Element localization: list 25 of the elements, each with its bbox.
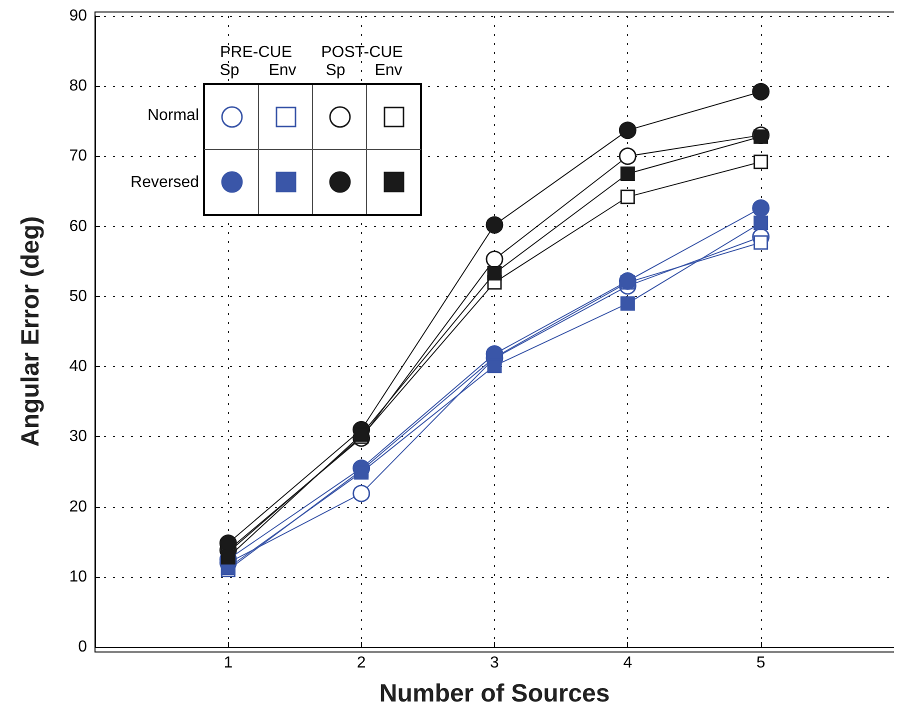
y-tick-label: 0 (78, 638, 88, 656)
y-tick-label: 10 (69, 568, 88, 586)
y-tick-label: 40 (69, 358, 88, 376)
y-tick-label: 70 (69, 148, 88, 165)
y-tick-label: 60 (69, 218, 88, 235)
x-tick-label: 5 (756, 654, 766, 672)
x-tick-label: 1 (224, 654, 233, 672)
x-tick-label: 2 (356, 654, 366, 672)
x-tick-label: 3 (490, 654, 500, 672)
annotation: Reversed (130, 174, 200, 192)
y-tick-label: 20 (69, 498, 88, 516)
annotation: Normal (146, 107, 200, 125)
annotation: Sp (324, 62, 346, 80)
y-tick-label: 90 (69, 8, 88, 24)
annotation: Env (268, 62, 298, 80)
y-axis-title: Angular Error (deg) (16, 216, 44, 447)
x-tick-label: 4 (623, 654, 632, 672)
y-tick-label: 80 (69, 78, 88, 95)
annotation: POST-CUE (320, 44, 404, 62)
annotation: Sp (218, 62, 240, 80)
annotation: Env (374, 62, 404, 80)
annotation: PRE-CUE (218, 44, 293, 62)
x-axis-title: Number of Sources (379, 680, 610, 708)
y-tick-label: 30 (69, 428, 88, 446)
y-tick-label: 50 (69, 288, 88, 305)
